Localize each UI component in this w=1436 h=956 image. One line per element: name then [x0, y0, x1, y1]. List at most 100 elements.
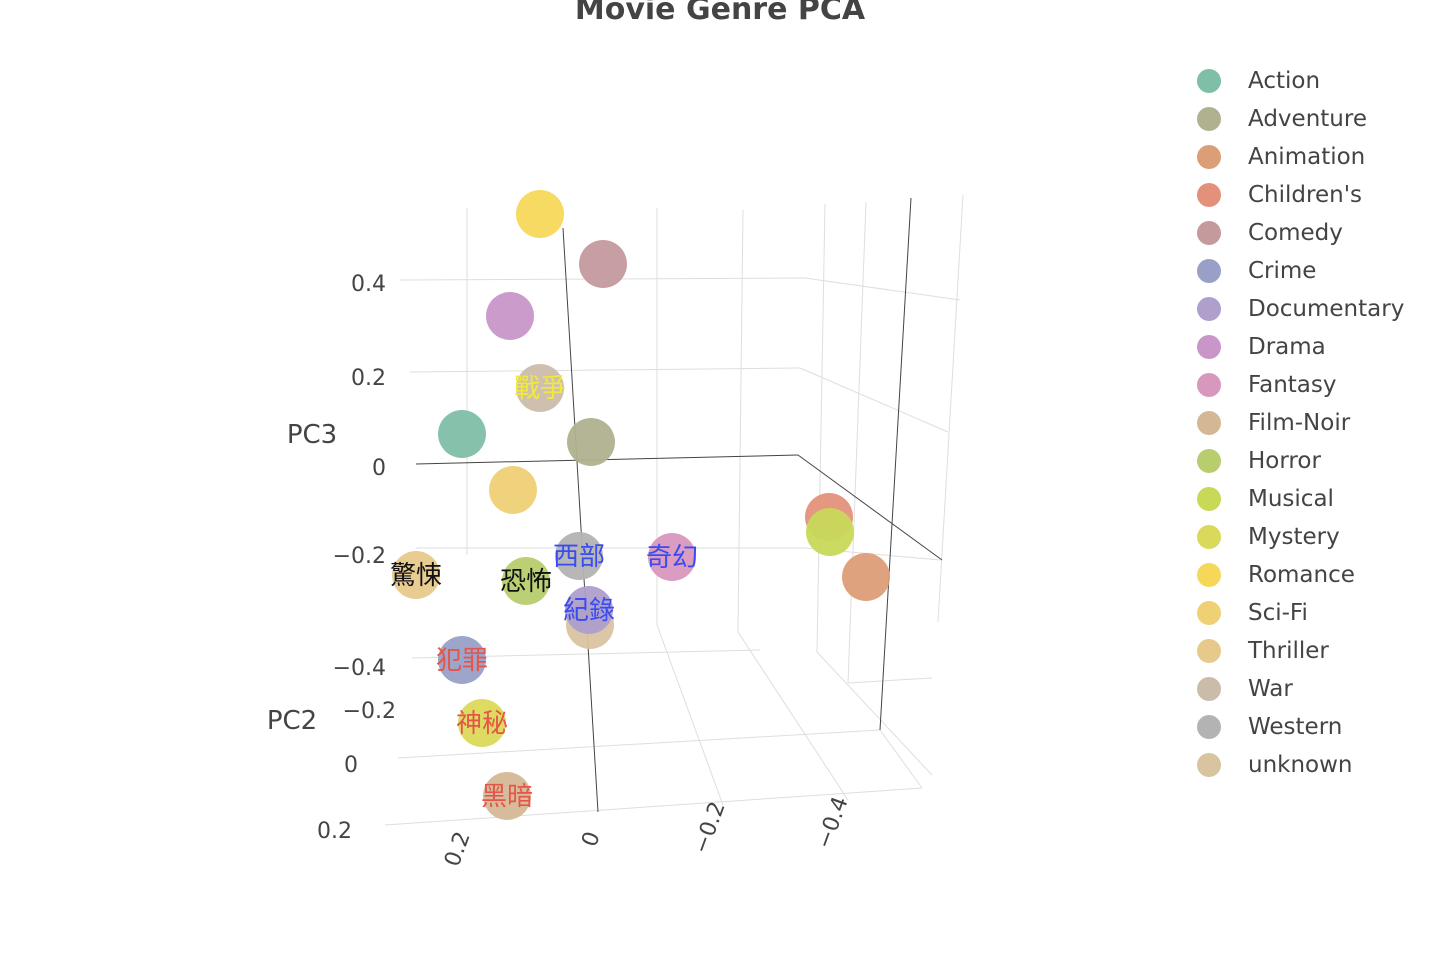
z-tick-label: 0: [372, 456, 386, 481]
legend-label: Thriller: [1248, 638, 1329, 664]
y-axis-title: PC2: [267, 706, 317, 736]
legend-swatch: [1197, 145, 1221, 169]
z-tick-label: 0.2: [351, 366, 386, 391]
data-point-documentary: [565, 586, 613, 634]
legend-item[interactable]: Sci-Fi: [1192, 594, 1432, 632]
legend-swatch: [1197, 449, 1221, 473]
x-tick-label: 0.2: [440, 829, 475, 870]
grid-line: [816, 203, 826, 653]
legend: Action Adventure Animation Children's Comedy…: [1192, 62, 1432, 784]
legend-swatch: [1197, 297, 1221, 321]
data-point-action: [438, 410, 486, 458]
legend-item[interactable]: Crime: [1192, 252, 1432, 290]
legend-swatch: [1197, 753, 1221, 777]
plot-area[interactable]: Movie Genre PCA 0.4 0.2 0 −0.2 −0.4 −0.2 0 0.2 0…: [0, 0, 1170, 956]
z-tick-label: −0.2: [333, 544, 386, 569]
legend-item[interactable]: Adventure: [1192, 100, 1432, 138]
z-axis-title: PC3: [287, 420, 337, 450]
axis-line: [797, 454, 943, 561]
legend-swatch: [1197, 373, 1221, 397]
data-point-animation: [842, 553, 890, 601]
data-point-sci-fi: [489, 466, 537, 514]
data-point-war: [516, 364, 564, 412]
legend-label: Children's: [1248, 182, 1363, 208]
legend-item[interactable]: Fantasy: [1192, 366, 1432, 404]
legend-label: Animation: [1248, 144, 1366, 170]
legend-item[interactable]: Western: [1192, 708, 1432, 746]
point-annotation: 恐怖: [500, 567, 552, 597]
data-point-mystery: [458, 699, 506, 747]
legend-label: Drama: [1248, 334, 1326, 360]
data-point-western: [555, 532, 603, 580]
legend-swatch: [1197, 563, 1221, 587]
legend-item[interactable]: Romance: [1192, 556, 1432, 594]
y-tick-label: 0.2: [317, 819, 352, 844]
data-point-adventure: [567, 418, 615, 466]
legend-label: Romance: [1248, 562, 1355, 588]
grid-line: [804, 277, 961, 301]
legend-item[interactable]: Thriller: [1192, 632, 1432, 670]
legend-item[interactable]: Action: [1192, 62, 1432, 100]
y-tick-label: 0: [344, 753, 358, 778]
legend-label: Action: [1248, 68, 1321, 94]
legend-label: Documentary: [1248, 296, 1405, 322]
data-point-crime: [438, 636, 486, 684]
point-annotation: 黑暗: [481, 782, 533, 812]
scene-3d[interactable]: 0.4 0.2 0 −0.2 −0.4 −0.2 0 0.2 0.2 0 −0.2 −0.4 PC3 PC…: [0, 0, 1170, 956]
grid-line: [737, 209, 744, 633]
data-point-thriller: [392, 551, 440, 599]
grid-line: [816, 651, 933, 776]
chart-title: Movie Genre PCA: [574, 0, 866, 27]
legend-label: Film-Noir: [1248, 410, 1351, 436]
legend-swatch: [1197, 601, 1221, 625]
legend-item[interactable]: Documentary: [1192, 290, 1432, 328]
data-point-comedy: [579, 240, 627, 288]
grid-line: [879, 729, 923, 789]
grid-line: [847, 677, 933, 684]
legend-swatch: [1197, 259, 1221, 283]
legend-item[interactable]: Horror: [1192, 442, 1432, 480]
legend-label: Western: [1248, 714, 1343, 740]
data-point-drama: [486, 292, 534, 340]
x-tick-label: −0.4: [812, 794, 854, 853]
legend-item[interactable]: War: [1192, 670, 1432, 708]
legend-swatch: [1197, 107, 1221, 131]
data-point-romance: [516, 190, 564, 238]
legend-item[interactable]: Film-Noir: [1192, 404, 1432, 442]
data-point-musical: [806, 508, 854, 556]
legend-label: Sci-Fi: [1248, 600, 1308, 626]
legend-item[interactable]: Comedy: [1192, 214, 1432, 252]
scene-frame: [384, 194, 964, 826]
legend-swatch: [1197, 221, 1221, 245]
grid-line: [656, 624, 724, 806]
legend-label: Mystery: [1248, 524, 1340, 550]
legend-swatch: [1197, 411, 1221, 435]
point-annotation: 驚悚: [390, 561, 442, 591]
legend-swatch: [1197, 69, 1221, 93]
legend-label: Horror: [1248, 448, 1321, 474]
markers: [392, 190, 890, 820]
legend-item[interactable]: Musical: [1192, 480, 1432, 518]
legend-item[interactable]: Drama: [1192, 328, 1432, 366]
legend-swatch: [1197, 487, 1221, 511]
x-tick-label: 0: [577, 829, 605, 851]
point-annotation: 西部: [553, 542, 605, 572]
grid-line: [847, 201, 867, 684]
x-tick-label: −0.2: [689, 799, 731, 858]
legend-label: War: [1248, 676, 1293, 702]
data-point-horror: [502, 557, 550, 605]
legend-item[interactable]: Children's: [1192, 176, 1432, 214]
grid-line: [737, 631, 849, 801]
legend-label: unknown: [1248, 752, 1353, 778]
axis-line: [562, 227, 599, 813]
legend-item[interactable]: Animation: [1192, 138, 1432, 176]
legend-swatch: [1197, 677, 1221, 701]
legend-item[interactable]: Mystery: [1192, 518, 1432, 556]
legend-label: Fantasy: [1248, 372, 1337, 398]
point-annotation: 犯罪: [436, 646, 488, 676]
point-annotation: 奇幻: [646, 543, 698, 573]
legend-item[interactable]: unknown: [1192, 746, 1432, 784]
z-tick-label: −0.4: [333, 656, 386, 681]
grid-line: [397, 729, 881, 759]
